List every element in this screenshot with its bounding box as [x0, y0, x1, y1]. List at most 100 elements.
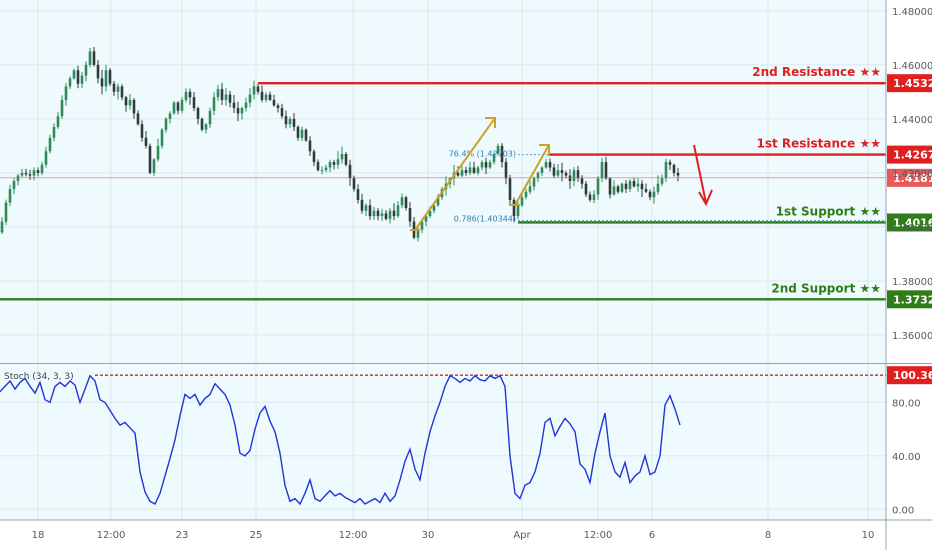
candle-body — [588, 194, 592, 200]
candle-body — [164, 118, 168, 130]
fib-arrow-left-head — [485, 117, 496, 128]
candle-body — [392, 210, 396, 217]
candle-body — [308, 140, 312, 152]
candle-body — [656, 183, 660, 192]
candle-body — [616, 186, 620, 192]
candle-body — [208, 110, 212, 125]
candle-body — [472, 167, 476, 173]
fib-arrow-right-head — [539, 144, 550, 155]
candle-body — [620, 183, 624, 192]
candle-body — [60, 99, 64, 117]
candle-body — [156, 145, 160, 160]
y-tick-label: 1.36000 — [892, 331, 932, 342]
candle-body — [556, 170, 560, 176]
candle-body — [580, 178, 584, 184]
candle-body — [524, 191, 528, 198]
candle-body — [496, 145, 500, 154]
candle-body — [608, 178, 612, 195]
candle-body — [228, 94, 232, 103]
candle-body — [108, 70, 112, 84]
candle-body — [500, 145, 504, 163]
candle-body — [240, 108, 244, 114]
candle-body — [272, 99, 276, 106]
candle-body — [492, 153, 496, 163]
candle-body — [120, 86, 124, 98]
candle-body — [68, 78, 72, 87]
pattern-annotations: 76.4% (1.42703) 0.786(1.40344) — [410, 117, 886, 231]
candle-body — [176, 102, 180, 111]
candle-body — [548, 162, 552, 168]
candle-body — [468, 167, 472, 173]
stoch-panel-bg — [0, 365, 886, 520]
candle-body — [360, 199, 364, 211]
candle-body — [432, 205, 436, 211]
candle-body — [300, 129, 304, 138]
candle-body — [184, 91, 188, 100]
candle-body — [660, 178, 664, 184]
candle-body — [224, 94, 228, 100]
x-tick-label: 8 — [765, 530, 771, 541]
candle-body — [460, 170, 464, 176]
2nd-support-price-value: 1.37321 — [893, 293, 932, 306]
candle-body — [516, 205, 520, 217]
1st-resistance-price-tag — [887, 145, 932, 164]
fib-arrow-left — [414, 117, 496, 231]
candle-body — [340, 153, 344, 160]
candle-body — [100, 78, 104, 87]
stoch-level-tag — [887, 366, 932, 385]
1st-support-price-tag — [887, 213, 932, 232]
candle-body — [464, 170, 468, 173]
projection-arrow-head — [698, 189, 713, 207]
candle-body — [204, 124, 208, 130]
y-tick-label: 1.42000 — [892, 169, 932, 180]
candle-body — [304, 129, 308, 141]
x-tick-label: 18 — [32, 530, 45, 541]
candle-body — [404, 197, 408, 209]
candle-body — [96, 64, 100, 79]
candle-body — [20, 172, 24, 176]
x-tick-label: 30 — [422, 530, 435, 541]
candle-body — [56, 116, 60, 127]
candle-body — [504, 162, 508, 179]
candle-body — [536, 172, 540, 179]
projection-arrow — [693, 144, 707, 204]
candle-body — [44, 151, 48, 165]
candle-body — [24, 172, 28, 175]
candle-body — [348, 164, 352, 179]
candle-body — [332, 162, 336, 165]
candle-body — [324, 167, 328, 171]
x-tick-label: 25 — [250, 530, 263, 541]
candle-body — [384, 213, 388, 219]
stoch-y-tick-label: 80.00 — [892, 398, 921, 409]
candle-body — [140, 124, 144, 138]
stoch-line — [0, 374, 681, 506]
candle-body — [356, 189, 360, 200]
candle-body — [128, 99, 132, 106]
candle-body — [116, 86, 120, 92]
candle-body — [592, 194, 596, 200]
candle-body — [652, 191, 656, 198]
candlestick-series — [0, 46, 680, 242]
candle-body — [672, 164, 676, 173]
candle-body — [88, 51, 92, 65]
candle-body — [48, 137, 52, 152]
stoch-y-tick-label: 0.00 — [892, 505, 914, 516]
x-tick-label: 10 — [862, 530, 875, 541]
time-axis-bg — [0, 520, 886, 550]
2nd-resistance-price-tag — [887, 74, 932, 93]
candle-body — [512, 199, 516, 217]
candle-body — [632, 181, 636, 187]
1st-resistance-label: 1st Resistance ★★ — [756, 137, 881, 151]
candle-body — [664, 162, 668, 179]
candle-body — [368, 205, 372, 217]
candle-body — [544, 162, 548, 168]
candle-body — [364, 205, 368, 211]
candle-body — [104, 70, 108, 87]
candle-body — [520, 197, 524, 206]
candle-body — [428, 210, 432, 217]
